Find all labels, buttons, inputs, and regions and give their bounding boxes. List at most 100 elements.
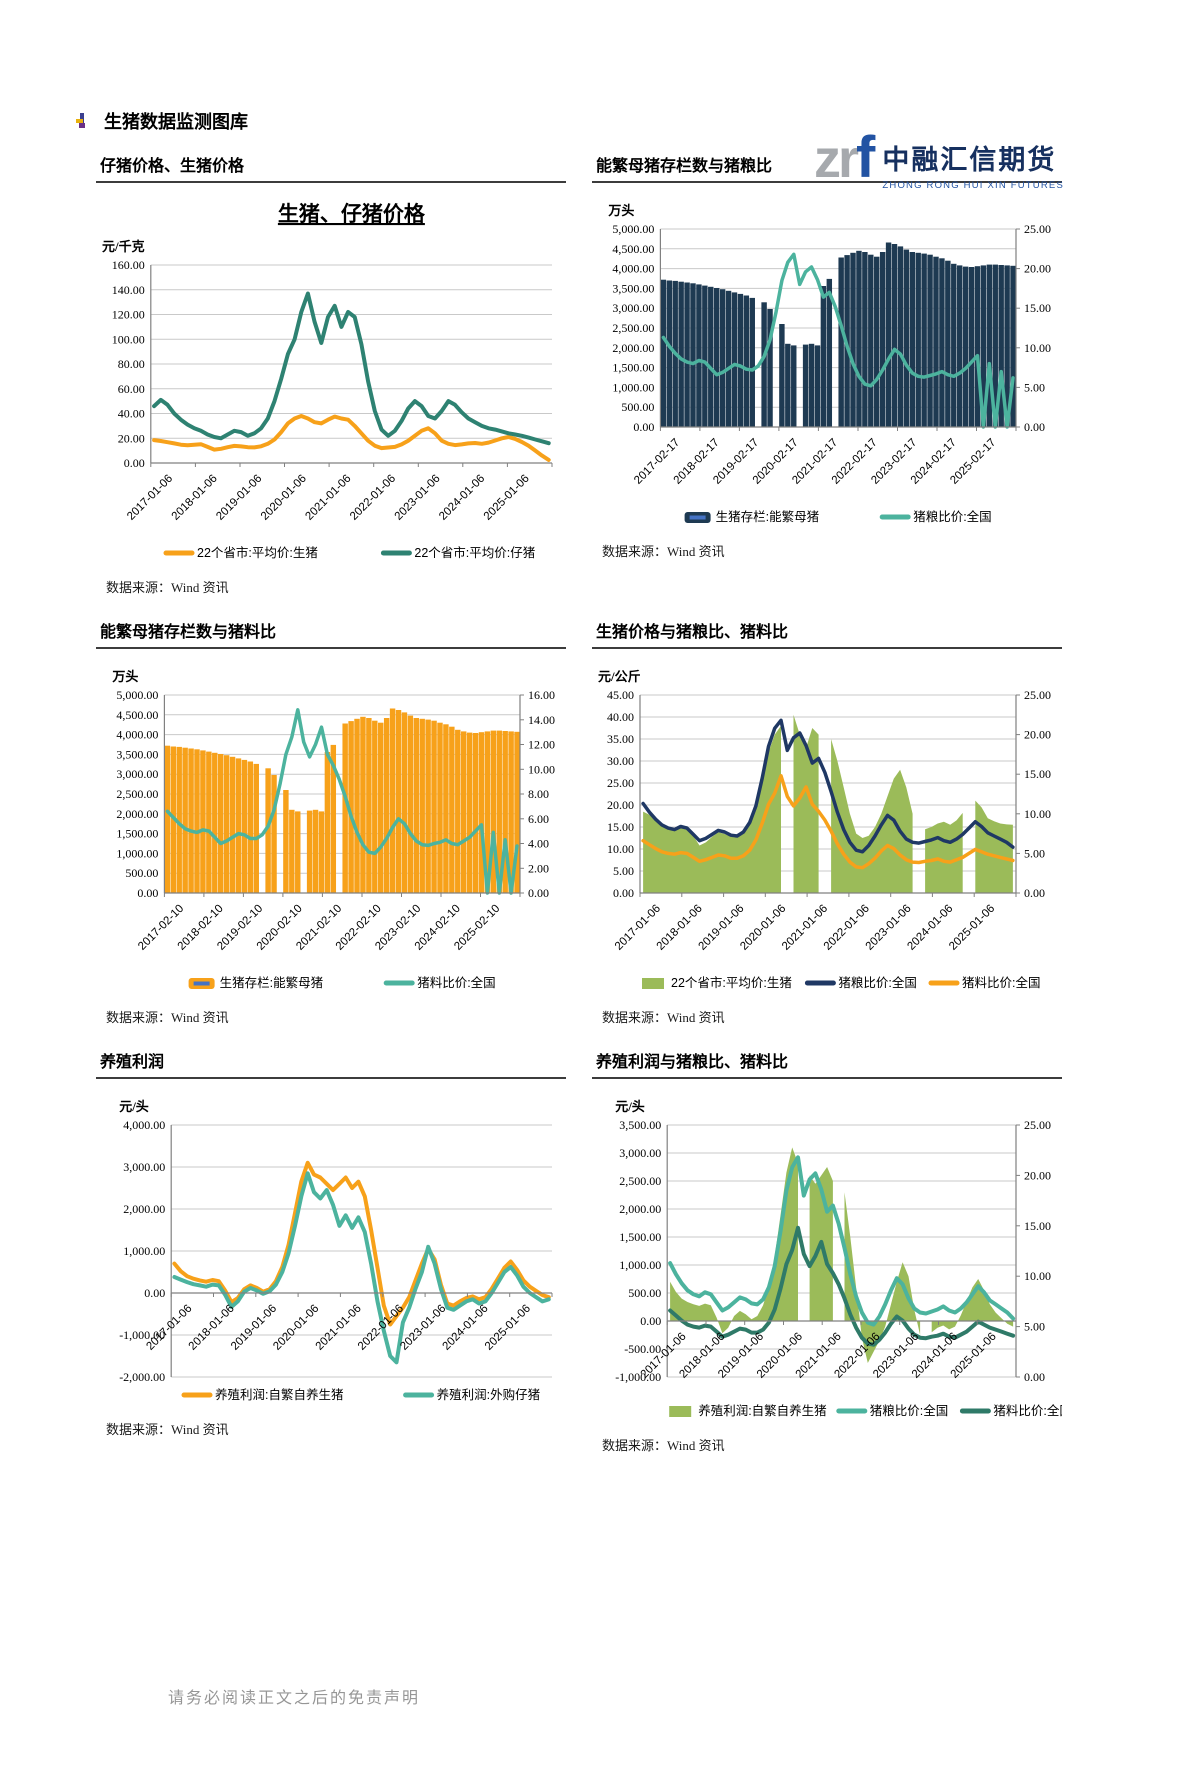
svg-text:0.00: 0.00	[528, 886, 549, 900]
svg-text:10.00: 10.00	[1024, 807, 1051, 821]
section-divider	[592, 1077, 1062, 1079]
svg-text:4,000.00: 4,000.00	[116, 728, 158, 742]
logo-zr-text: zr	[814, 129, 859, 189]
svg-text:0.00: 0.00	[1024, 886, 1045, 900]
svg-text:0.00: 0.00	[613, 886, 634, 900]
section-divider	[592, 647, 1062, 649]
chart-section-title: 仔猪价格、生猪价格	[100, 158, 245, 175]
svg-text:22个省市:平均价:仔猪: 22个省市:平均价:仔猪	[414, 545, 535, 560]
chart-section-title: 养殖利润	[100, 1054, 165, 1071]
svg-text:25.00: 25.00	[1024, 1118, 1051, 1132]
svg-text:-500.00: -500.00	[624, 1342, 661, 1356]
disclaimer-footer: 请务必阅读正文之后的免责声明	[168, 1690, 421, 1707]
section-divider	[592, 181, 1062, 183]
svg-text:2021-01-06: 2021-01-06	[303, 473, 353, 523]
svg-text:元/千克: 元/千克	[102, 239, 145, 254]
chart-canvas-sow-inventory-feed-ratio: 5,000.00 4,500.00 4,000.00 3,500.00 3,000.00…	[96, 653, 566, 1001]
svg-text:1,000.00: 1,000.00	[619, 1258, 661, 1272]
data-source: 数据来源：Wind 资讯	[106, 1422, 229, 1437]
svg-text:5,000.00: 5,000.00	[116, 688, 158, 702]
svg-text:生猪、仔猪价格: 生猪、仔猪价格	[278, 202, 426, 226]
chart-section-piglet-hog-price: 仔猪价格、生猪价格 160.00 140.00 120.00 100.00 80.00 6…	[96, 152, 566, 596]
svg-text:4.00: 4.00	[528, 837, 549, 851]
svg-text:5.00: 5.00	[1024, 380, 1045, 394]
data-source: 数据来源：Wind 资讯	[602, 544, 725, 559]
svg-text:0.00: 0.00	[124, 456, 145, 470]
svg-text:猪料比价:全国: 猪料比价:全国	[962, 975, 1040, 990]
section-divider	[96, 647, 566, 649]
svg-text:2025-01-06: 2025-01-06	[947, 903, 997, 953]
svg-text:养殖利润:自繁自养生猪: 养殖利润:自繁自养生猪	[698, 1403, 826, 1418]
svg-text:2,000.00: 2,000.00	[123, 1202, 165, 1216]
svg-text:2022-01-06: 2022-01-06	[348, 473, 398, 523]
chart-section-sow-inventory-grain-ratio: 能繁母猪存栏数与猪粮比 5,000.00 4,500.00 4,000.00 3,50…	[592, 152, 1062, 596]
chart-section-breeding-profit: 养殖利润 4,000.00 3,000.00 2,000.00 1,000.00 0.0…	[96, 1048, 566, 1454]
svg-text:3,000.00: 3,000.00	[619, 1146, 661, 1160]
svg-text:0.00: 0.00	[1024, 1370, 1045, 1384]
svg-text:2024-01-06: 2024-01-06	[437, 473, 487, 523]
svg-text:3,000.00: 3,000.00	[116, 767, 158, 781]
svg-text:8.00: 8.00	[528, 787, 549, 801]
svg-text:猪粮比价:全国: 猪粮比价:全国	[870, 1403, 948, 1418]
svg-text:2017-01-06: 2017-01-06	[125, 473, 175, 523]
chart-section-sow-inventory-feed-ratio: 能繁母猪存栏数与猪料比 5,000.00 4,500.00 4,000.00 3,50…	[96, 618, 566, 1026]
svg-text:生猪存栏:能繁母猪: 生猪存栏:能繁母猪	[716, 509, 819, 524]
svg-text:5.00: 5.00	[1024, 846, 1045, 860]
svg-text:1,000.00: 1,000.00	[123, 1244, 165, 1258]
svg-text:3,000.00: 3,000.00	[612, 301, 654, 315]
svg-text:5,000.00: 5,000.00	[612, 222, 654, 236]
chart-canvas-breeding-profit: 4,000.00 3,000.00 2,000.00 1,000.00 0.00 -1,0…	[96, 1083, 566, 1413]
page-title: 生猪数据监测图库	[104, 112, 248, 132]
svg-text:1,500.00: 1,500.00	[619, 1230, 661, 1244]
svg-text:30.00: 30.00	[607, 754, 634, 768]
svg-text:2020-01-06: 2020-01-06	[259, 473, 309, 523]
svg-text:25.00: 25.00	[1024, 222, 1051, 236]
svg-text:25.00: 25.00	[607, 776, 634, 790]
chart-section-breeding-profit-with-ratios: 养殖利润与猪粮比、猪料比 3,500.00 3,000.00 2,500.00 2,0…	[592, 1048, 1062, 1454]
chart-section-hog-price-with-ratios: 生猪价格与猪粮比、猪料比 45.00 40.00 35.00 30.00 25.00 20…	[592, 618, 1062, 1026]
svg-text:2.00: 2.00	[528, 861, 549, 875]
svg-text:45.00: 45.00	[607, 688, 634, 702]
svg-text:生猪存栏:能繁母猪: 生猪存栏:能繁母猪	[220, 975, 323, 990]
svg-text:元/头: 元/头	[615, 1099, 645, 1114]
svg-text:20.00: 20.00	[118, 431, 145, 445]
svg-text:20.00: 20.00	[1024, 1168, 1051, 1182]
svg-text:1,000.00: 1,000.00	[116, 846, 158, 860]
svg-text:养殖利润:自繁自养生猪: 养殖利润:自繁自养生猪	[215, 1387, 343, 1402]
svg-text:1,500.00: 1,500.00	[612, 361, 654, 375]
svg-text:40.00: 40.00	[607, 710, 634, 724]
svg-text:-1,000.00: -1,000.00	[615, 1370, 661, 1384]
section-bullet-icon	[76, 113, 88, 129]
svg-text:6.00: 6.00	[528, 812, 549, 826]
chart-section-title: 能繁母猪存栏数与猪粮比	[596, 158, 773, 175]
svg-text:2025-01-06: 2025-01-06	[483, 1303, 533, 1353]
svg-text:3,500.00: 3,500.00	[619, 1118, 661, 1132]
svg-text:80.00: 80.00	[118, 357, 145, 371]
chart-grid: 仔猪价格、生猪价格 160.00 140.00 120.00 100.00 80.00 6…	[96, 152, 1190, 1454]
brand-name-en: ZHONG RONG HUI XIN FUTURES	[882, 180, 1064, 191]
page-heading: 生猪数据监测图库	[76, 108, 1190, 134]
chart-section-title: 能繁母猪存栏数与猪料比	[100, 624, 277, 641]
svg-text:10.00: 10.00	[1024, 1269, 1051, 1283]
svg-text:万头: 万头	[111, 669, 138, 684]
svg-text:15.00: 15.00	[1024, 767, 1051, 781]
svg-text:4,000.00: 4,000.00	[123, 1118, 165, 1132]
svg-text:2,500.00: 2,500.00	[619, 1174, 661, 1188]
svg-text:40.00: 40.00	[118, 407, 145, 421]
svg-text:2,000.00: 2,000.00	[116, 807, 158, 821]
data-source: 数据来源：Wind 资讯	[602, 1010, 725, 1025]
svg-text:100.00: 100.00	[112, 332, 145, 346]
svg-text:10.00: 10.00	[607, 842, 634, 856]
svg-text:2025-01-06: 2025-01-06	[482, 473, 532, 523]
svg-text:万头: 万头	[607, 203, 634, 218]
svg-text:0.00: 0.00	[137, 886, 158, 900]
svg-text:3,000.00: 3,000.00	[123, 1160, 165, 1174]
chart-canvas-breeding-profit-with-ratios: 3,500.00 3,000.00 2,500.00 2,000.00 1,500.00…	[592, 1083, 1062, 1429]
svg-text:15.00: 15.00	[1024, 301, 1051, 315]
svg-text:25.00: 25.00	[1024, 688, 1051, 702]
svg-text:120.00: 120.00	[112, 308, 145, 322]
svg-text:2,500.00: 2,500.00	[612, 321, 654, 335]
svg-text:猪粮比价:全国: 猪粮比价:全国	[838, 975, 916, 990]
svg-text:养殖利润:外购仔猪: 养殖利润:外购仔猪	[437, 1387, 540, 1402]
svg-text:5.00: 5.00	[613, 864, 634, 878]
